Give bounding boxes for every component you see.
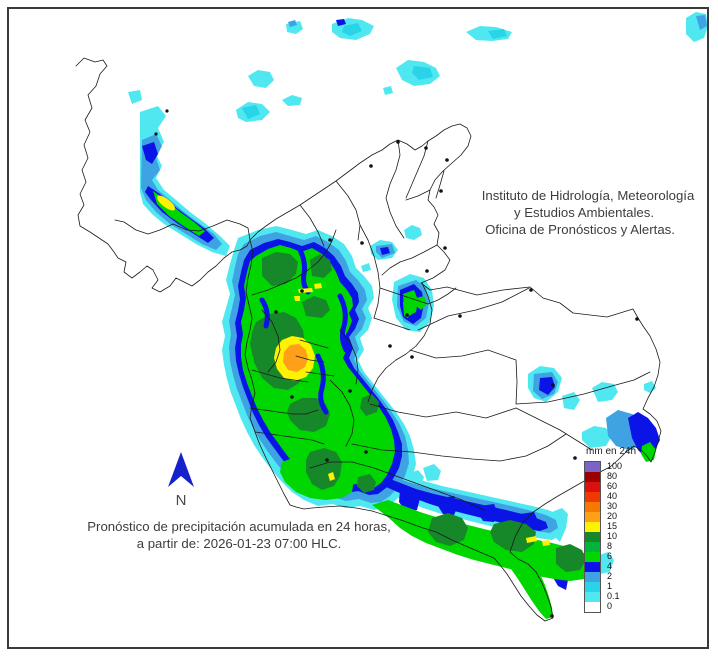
precip-level-1mm	[242, 23, 507, 119]
country-borders	[75, 57, 662, 622]
caption-line1: Pronóstico de precipitación acumulada en…	[87, 519, 391, 534]
legend-swatch	[585, 482, 600, 492]
legend-swatch	[585, 472, 600, 482]
north-arrow-icon	[168, 452, 194, 487]
legend-swatch	[585, 492, 600, 502]
legend-value: 0	[607, 601, 613, 611]
legend-value: 6	[607, 551, 613, 561]
legend-value: 2	[607, 571, 613, 581]
legend-value: 100	[607, 461, 623, 471]
north-label: N	[176, 492, 187, 509]
legend-swatch	[585, 502, 600, 512]
legend-value: 80	[607, 471, 618, 481]
legend-value: 0.1	[607, 591, 620, 601]
legend-swatch-column	[584, 461, 601, 613]
legend-title: mm en 24h	[586, 446, 637, 457]
legend-swatch	[585, 602, 600, 612]
city-dots	[154, 109, 639, 618]
legend-swatch	[585, 512, 600, 522]
legend-value: 4	[607, 561, 613, 571]
legend-value: 30	[607, 501, 618, 511]
legend-swatch	[585, 542, 600, 552]
precip-level-4mm	[142, 19, 660, 590]
precip-blue-channels	[259, 247, 349, 415]
north-arrow: N	[168, 452, 194, 509]
org-title-line1: Instituto de Hidrología, Meteorología	[482, 188, 695, 203]
legend-swatch	[585, 462, 600, 472]
legend-swatch	[585, 552, 600, 562]
legend-label-column: 100 80 60 40 30 20 15 10 8 6 4 2 1 0.1 0	[607, 461, 622, 611]
legend-value: 8	[607, 541, 613, 551]
legend-value: 1	[607, 581, 613, 591]
legend-value: 15	[607, 521, 618, 531]
legend-value: 10	[607, 531, 618, 541]
precip-level-20mm	[283, 344, 308, 372]
legend-swatch	[585, 522, 600, 532]
legend-swatch	[585, 572, 600, 582]
legend-swatch	[585, 592, 600, 602]
legend-value: 60	[607, 481, 618, 491]
legend-swatch	[585, 562, 600, 572]
map-frame	[7, 7, 709, 649]
annotations: Instituto de Hidrología, Meteorología y …	[87, 188, 695, 551]
legend-value: 40	[607, 491, 618, 501]
precipitation-field	[128, 12, 707, 619]
org-title-line2: y Estudios Ambientales.	[514, 205, 654, 220]
precipitation-legend: mm en 24h 100 80 60 40 30 20 15 10 8 6 4 2 1 0.1 0	[584, 446, 636, 613]
legend-value: 20	[607, 511, 618, 521]
caption-line2: a partir de: 2026-01-23 07:00 HLC.	[137, 536, 342, 551]
legend-swatch	[585, 532, 600, 542]
legend-swatch	[585, 582, 600, 592]
org-title-line3: Oficina de Pronósticos y Alertas.	[485, 222, 675, 237]
